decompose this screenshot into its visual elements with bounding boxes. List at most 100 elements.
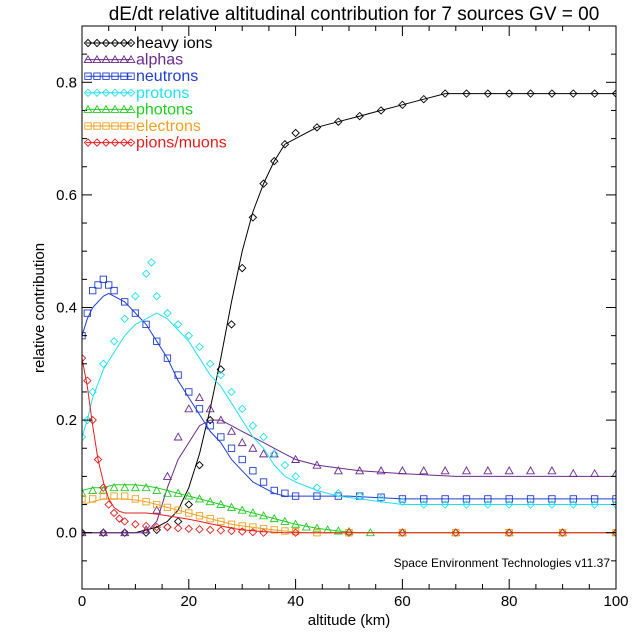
legend-marker: [83, 88, 93, 98]
data-point-neutrons: [398, 495, 407, 503]
x-tick-label: 40: [287, 593, 304, 610]
data-point-pions-muons: [184, 524, 194, 533]
data-point-heavy-ions: [216, 365, 226, 374]
data-point-alphas: [419, 466, 429, 475]
data-point-protons: [173, 320, 183, 329]
data-point-heavy-ions: [120, 528, 129, 537]
legend-marker: [126, 104, 136, 113]
legend-marker: [126, 88, 136, 98]
data-point-alphas: [333, 466, 343, 475]
data-point-neutrons: [281, 489, 289, 497]
axis-ticks: 0 20 40 60 80 100 0.0 0.2 0.4 0.6 0.8: [56, 25, 629, 610]
series-line-photons: [82, 484, 616, 534]
legend-item-neutrons: neutrons: [84, 68, 198, 85]
data-point-alphas: [194, 392, 205, 402]
legend-label: alphas: [136, 52, 183, 69]
data-point-neutrons: [441, 495, 449, 503]
data-point-protons: [227, 387, 236, 397]
data-point-neutrons: [526, 495, 535, 503]
legend-marker: [93, 72, 101, 80]
data-point-heavy-ions: [291, 128, 300, 138]
legend-marker: [119, 38, 129, 48]
data-point-protons: [270, 449, 279, 459]
legend-marker: [119, 54, 129, 64]
data-point-alphas: [237, 437, 247, 447]
data-point-pions-muons: [195, 525, 204, 534]
data-point-alphas: [173, 432, 183, 441]
data-point-heavy-ions: [141, 528, 151, 537]
data-point-alphas: [141, 525, 151, 534]
data-point-protons: [131, 292, 140, 301]
legend-label: protons: [136, 85, 189, 102]
data-point-heavy-ions: [248, 213, 258, 222]
data-point-protons: [109, 337, 119, 346]
data-point-photons: [333, 526, 343, 535]
data-point-alphas: [312, 460, 322, 469]
data-point-electrons: [195, 512, 204, 520]
legend-marker: [126, 38, 136, 48]
legend-item-pions-muons: pions/muons: [83, 135, 227, 152]
data-point-photons: [173, 488, 183, 497]
data-point-neutrons: [590, 495, 599, 503]
x-axis-label: altitude (km): [308, 612, 391, 629]
data-point-electrons: [281, 527, 289, 535]
data-point-photons: [141, 482, 151, 492]
data-point-alphas: [184, 404, 194, 413]
data-point-pions-muons: [205, 525, 215, 535]
legend-marker: [110, 104, 120, 113]
x-tick-label: 20: [180, 593, 197, 610]
data-point-pions-muons: [248, 527, 258, 537]
data-point-neutrons: [153, 337, 161, 345]
data-point-heavy-ions: [312, 123, 322, 132]
data-point-alphas: [504, 466, 514, 475]
data-point-photons: [194, 494, 205, 503]
data-point-neutrons: [131, 309, 140, 317]
data-point-alphas: [397, 466, 407, 475]
legend-item-protons: protons: [83, 85, 189, 102]
data-point-neutrons: [195, 405, 204, 413]
legend-marker: [110, 138, 120, 147]
data-point-neutrons: [89, 286, 97, 295]
data-point-heavy-ions: [398, 100, 407, 110]
data-point-pions-muons: [611, 528, 616, 537]
data-point-photons: [301, 522, 311, 531]
data-point-neutrons: [163, 354, 172, 362]
data-point-protons: [205, 359, 215, 369]
data-point-photons: [82, 488, 87, 497]
legend-marker: [92, 88, 102, 98]
data-point-neutrons: [105, 281, 113, 289]
data-point-photons: [258, 511, 269, 520]
series-line-protons: [82, 312, 616, 505]
legend-marker: [101, 38, 111, 48]
x-tick-label: 0: [78, 593, 86, 610]
data-point-photons: [269, 513, 279, 523]
data-point-electrons: [153, 500, 161, 509]
legend-marker: [127, 72, 135, 80]
data-point-protons: [184, 331, 194, 340]
data-point-alphas: [226, 426, 237, 435]
data-point-neutrons: [142, 320, 150, 329]
data-point-heavy-ions: [569, 89, 578, 98]
data-point-neutrons: [377, 493, 385, 501]
data-point-alphas: [120, 527, 130, 537]
data-point-photons: [226, 502, 237, 511]
data-point-electrons: [217, 517, 225, 526]
legend-marker: [92, 138, 102, 147]
data-point-alphas: [248, 443, 258, 452]
data-point-heavy-ions: [334, 117, 343, 126]
series-line-neutrons: [82, 292, 616, 500]
plot-area: [82, 89, 616, 537]
data-point-neutrons: [484, 495, 492, 503]
data-point-pions-muons: [291, 528, 300, 537]
data-point-neutrons: [121, 298, 129, 306]
data-point-protons: [195, 342, 204, 352]
data-point-pions-muons: [131, 520, 140, 529]
series-pions-muons: [82, 353, 616, 537]
data-point-heavy-ions: [483, 89, 493, 98]
data-point-neutrons: [185, 388, 193, 396]
data-point-neutrons: [462, 495, 471, 503]
data-point-alphas: [162, 471, 173, 480]
legend-label: pions/muons: [136, 135, 227, 152]
data-point-protons: [483, 500, 493, 509]
data-point-heavy-ions: [504, 89, 514, 98]
